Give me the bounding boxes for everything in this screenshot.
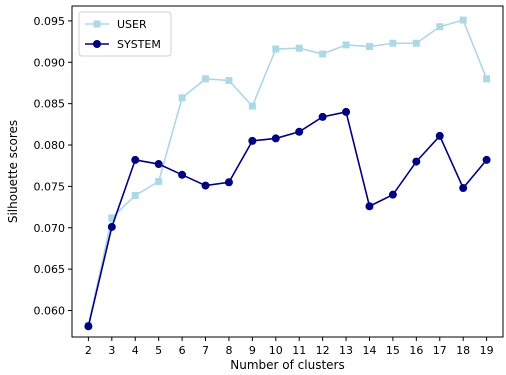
data-point-circle [178, 170, 187, 179]
x-tick-label: 11 [292, 344, 306, 357]
y-tick-label: 0.075 [34, 180, 66, 193]
data-point-square [131, 191, 139, 199]
x-tick-label: 12 [316, 344, 330, 357]
data-point-square [389, 39, 397, 47]
data-point-circle [435, 131, 444, 140]
legend-item-system: SYSTEM [85, 38, 161, 51]
y-tick-label: 0.085 [34, 98, 66, 111]
x-tick-label: 2 [85, 344, 92, 357]
data-point-circle [271, 134, 280, 143]
series-line-system [87, 110, 488, 327]
data-point-circle [131, 155, 140, 164]
data-point-square [319, 50, 327, 58]
x-tick-label: 7 [202, 344, 209, 357]
data-point-square [365, 43, 373, 51]
series-system [84, 107, 491, 331]
data-point-circle [412, 157, 421, 166]
y-tick-label: 0.080 [34, 139, 66, 152]
data-point-circle [84, 322, 93, 331]
y-tick-label: 0.060 [34, 305, 66, 318]
data-point-square [225, 76, 233, 84]
data-point-square [248, 102, 256, 110]
x-tick-label: 18 [456, 344, 470, 357]
legend-marker-square [93, 20, 101, 28]
data-point-circle [295, 127, 304, 136]
data-point-square [483, 75, 491, 83]
data-point-circle [342, 107, 351, 116]
x-tick-label: 14 [362, 344, 376, 357]
y-axis: 0.060 0.065 0.070 0.075 0.080 0.085 0.090 0.095 [34, 15, 72, 318]
x-tick-label: 9 [249, 344, 256, 357]
data-point-circle [154, 160, 163, 169]
x-tick-label: 8 [225, 344, 232, 357]
y-tick-label: 0.090 [34, 56, 66, 69]
legend: USER SYSTEM [78, 11, 172, 57]
data-point-square [436, 23, 444, 31]
data-point-square [108, 214, 116, 222]
data-point-square [295, 44, 303, 52]
x-tick-label: 16 [409, 344, 423, 357]
x-tick-label: 5 [155, 344, 162, 357]
data-point-circle [365, 202, 374, 211]
data-point-square [202, 75, 210, 83]
data-point-square [412, 39, 420, 47]
data-point-circle [201, 181, 210, 190]
data-point-square [178, 94, 186, 102]
legend-item-user: USER [85, 18, 147, 31]
data-point-circle [459, 184, 468, 193]
legend-marker-circle [93, 40, 101, 48]
series-line-user [87, 19, 488, 326]
data-point-circle [107, 222, 116, 231]
legend-box [78, 11, 172, 57]
x-tick-label: 6 [179, 344, 186, 357]
data-point-circle [388, 190, 397, 199]
x-axis-label: Number of clusters [230, 358, 344, 371]
y-tick-label: 0.070 [34, 222, 66, 235]
data-point-square [459, 16, 467, 24]
x-tick-label: 19 [480, 344, 494, 357]
x-tick-label: 13 [339, 344, 353, 357]
legend-label: USER [117, 18, 147, 31]
data-point-circle [318, 112, 327, 121]
data-point-circle [482, 155, 491, 164]
x-tick-label: 17 [433, 344, 447, 357]
x-axis: 2 3 4 5 6 7 8 9 10 11 12 13 14 15 16 17 18 19 [85, 337, 494, 357]
y-axis-label: Silhouette scores [6, 120, 20, 223]
legend-label: SYSTEM [117, 38, 161, 51]
x-tick-label: 15 [386, 344, 400, 357]
data-point-square [272, 45, 280, 53]
plot-area [84, 16, 491, 331]
y-tick-label: 0.065 [34, 263, 66, 276]
y-tick-label: 0.095 [34, 15, 66, 28]
data-point-circle [224, 178, 233, 187]
x-tick-label: 10 [269, 344, 283, 357]
data-point-square [342, 41, 350, 49]
x-tick-label: 4 [132, 344, 139, 357]
axes-frame [71, 5, 504, 338]
series-user [84, 16, 491, 329]
data-point-circle [248, 136, 257, 145]
data-point-square [155, 177, 163, 185]
x-tick-label: 3 [108, 344, 115, 357]
